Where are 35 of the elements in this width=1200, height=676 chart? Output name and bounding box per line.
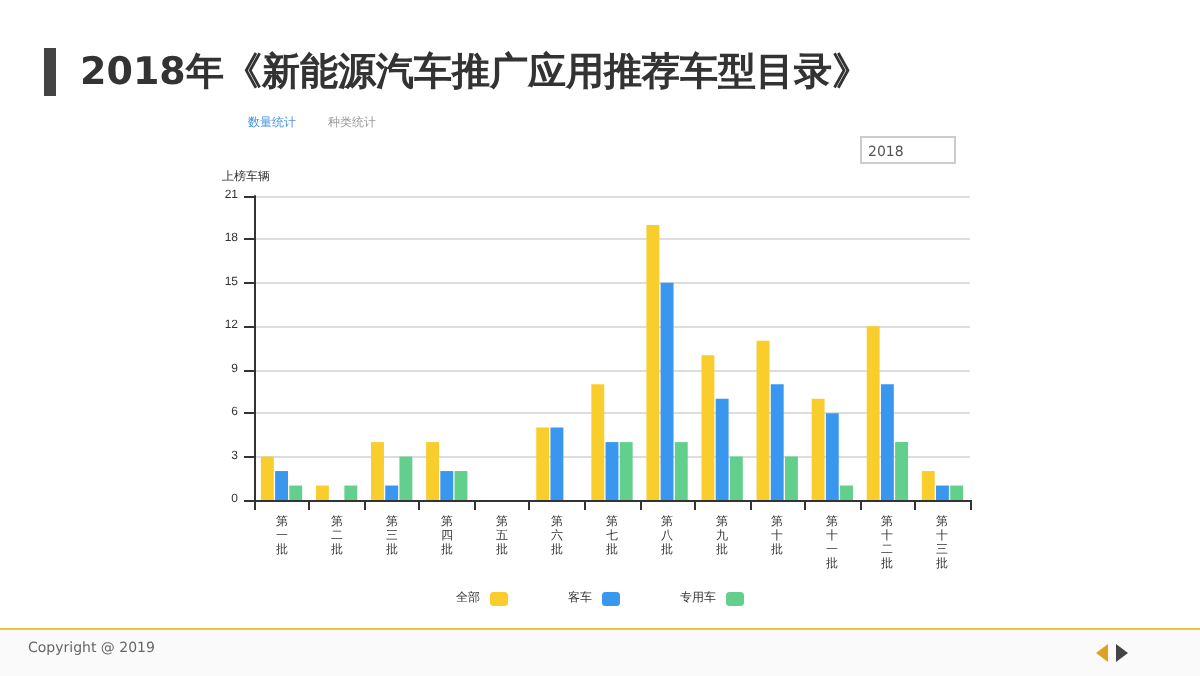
bar bbox=[275, 471, 288, 500]
bar bbox=[936, 485, 949, 500]
bar bbox=[315, 485, 329, 500]
bar bbox=[880, 384, 894, 500]
bar bbox=[770, 384, 784, 500]
bar bbox=[454, 471, 468, 500]
bar bbox=[426, 442, 440, 500]
bar bbox=[344, 485, 358, 500]
bar bbox=[895, 442, 909, 500]
chart-title: 2018年《新能源汽车推广应用推荐车型目录》 bbox=[44, 48, 870, 96]
bar bbox=[289, 485, 303, 500]
bar bbox=[784, 456, 798, 500]
bar bbox=[840, 485, 853, 500]
bar bbox=[950, 485, 964, 500]
bar bbox=[591, 384, 605, 500]
bar bbox=[825, 413, 839, 500]
bar bbox=[715, 398, 729, 500]
bar bbox=[371, 442, 384, 500]
bar bbox=[605, 442, 619, 500]
bar bbox=[660, 282, 674, 500]
bar bbox=[756, 340, 770, 500]
bar bbox=[729, 456, 743, 500]
bar bbox=[550, 427, 564, 500]
bar bbox=[811, 398, 825, 500]
bar bbox=[260, 456, 274, 500]
bar bbox=[619, 442, 633, 500]
bar bbox=[440, 471, 454, 500]
bar bbox=[701, 355, 715, 500]
bar bbox=[866, 326, 880, 500]
bar bbox=[399, 456, 413, 500]
bar bbox=[646, 224, 660, 500]
bar bbox=[674, 442, 688, 500]
bar bbox=[536, 427, 550, 500]
bar bbox=[385, 485, 399, 500]
bar bbox=[921, 471, 935, 500]
